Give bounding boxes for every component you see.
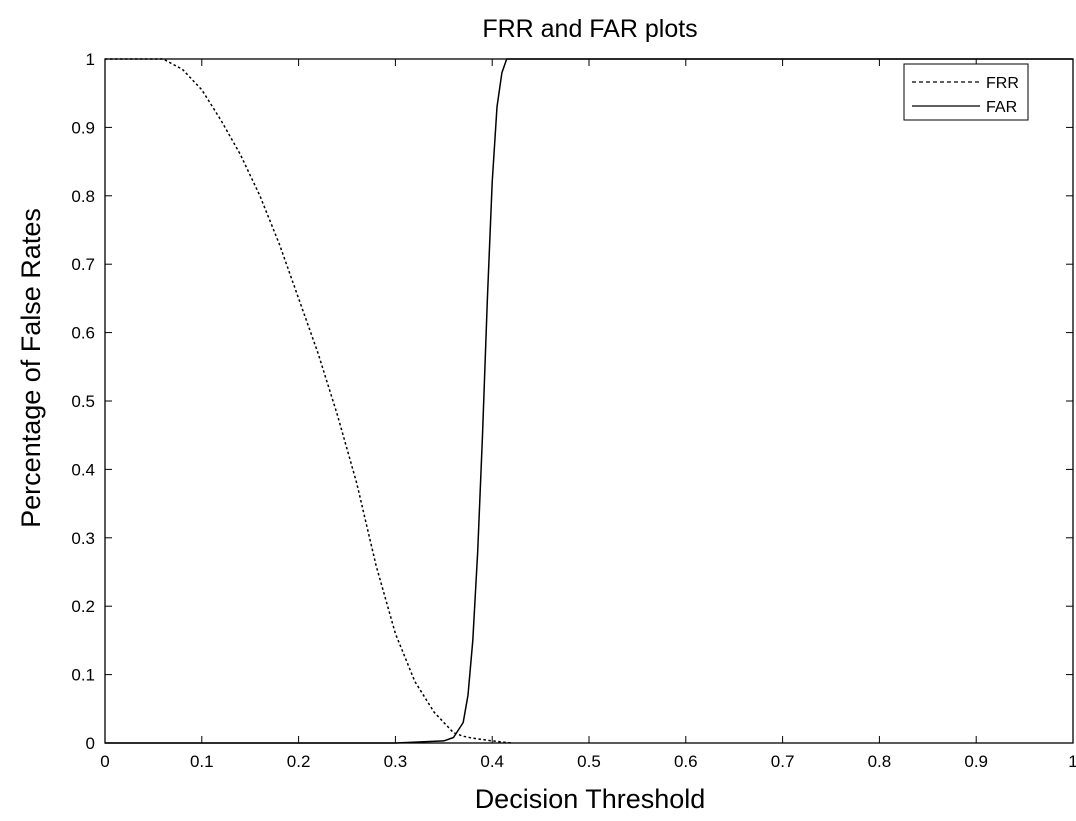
series-line-far [105,59,1073,743]
y-tick-label: 1 [86,50,95,69]
x-tick-label: 0.5 [577,752,601,771]
legend-label-far: FAR [986,99,1017,116]
y-tick-label: 0.3 [71,529,95,548]
x-tick-label: 0.3 [384,752,408,771]
y-tick-label: 0.5 [71,392,95,411]
y-tick-label: 0.6 [71,324,95,343]
x-tick-label: 0 [100,752,109,771]
axis-ticks: 0 0.1 0.2 0.3 0.4 0.5 0.6 0.7 0.8 0.9 1 0 0.1 0.2 0.3 0… [71,50,1076,771]
y-tick-label: 0.8 [71,187,95,206]
x-tick-label: 0.7 [771,752,795,771]
x-tick-label: 0.9 [964,752,988,771]
series-layer [105,59,1073,743]
x-tick-label: 0.2 [287,752,311,771]
y-axis-label: Percentage of False Rates [16,208,46,528]
x-tick-label: 0.6 [674,752,698,771]
series-line-frr [105,59,512,743]
x-tick-label: 0.1 [190,752,214,771]
y-tick-label: 0.1 [71,666,95,685]
y-tick-label: 0.9 [71,118,95,137]
plot-frame [105,59,1073,743]
y-tick-label: 0.7 [71,255,95,274]
legend-label-frr: FRR [986,75,1019,92]
x-tick-label: 0.4 [480,752,504,771]
y-tick-label: 0 [86,734,95,753]
chart-title: FRR and FAR plots [482,15,697,43]
x-axis-label: Decision Threshold [475,784,706,814]
y-tick-label: 0.2 [71,597,95,616]
x-tick-label: 0.8 [868,752,892,771]
x-tick-label: 1 [1068,752,1076,771]
y-tick-label: 0.4 [71,460,95,479]
legend: FRR FAR [904,64,1028,120]
